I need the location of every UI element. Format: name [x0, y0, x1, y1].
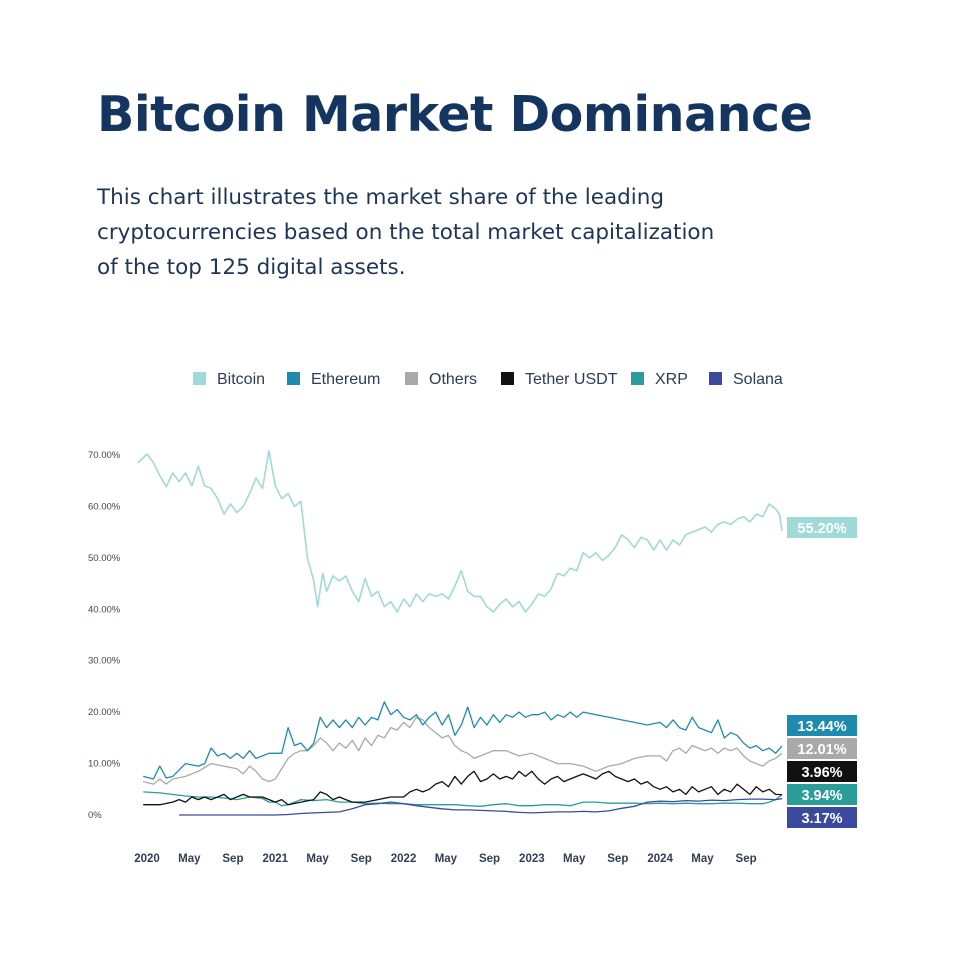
- y-tick-label: 30.00%: [88, 656, 121, 667]
- end-label-box-bitcoin: [787, 517, 857, 538]
- page-title: Bitcoin Market Dominance: [97, 86, 813, 143]
- x-tick-label: May: [435, 853, 458, 865]
- end-label-bitcoin: 55.20%: [797, 521, 846, 537]
- legend-swatch-ethereum: [287, 372, 300, 385]
- x-tick-label: 2020: [134, 853, 160, 865]
- legend-label-solana: Solana: [733, 371, 783, 388]
- series-line-others: [143, 716, 783, 785]
- series-layer: [137, 450, 783, 816]
- y-tick-label: 60.00%: [88, 501, 121, 512]
- description-line-1: This chart illustrates the market share …: [97, 185, 665, 210]
- x-tick-label: May: [178, 853, 201, 865]
- x-tick-label: Sep: [479, 853, 500, 865]
- y-tick-label: 70.00%: [88, 450, 121, 461]
- x-tick-label: 2024: [647, 853, 673, 865]
- legend-swatch-solana: [709, 372, 722, 385]
- chart-description: This chart illustrates the market share …: [97, 180, 797, 285]
- x-tick-label: 2022: [391, 853, 417, 865]
- market-dominance-chart: Bitcoin Ethereum Others Tether USDT XRP Solan…: [88, 371, 857, 865]
- x-tick-label: Sep: [736, 853, 757, 865]
- y-axis: 70.00% 60.00% 50.00% 40.00% 30.00% 20.00% 10.0…: [88, 450, 121, 821]
- end-label-box-ethereum: [787, 715, 857, 736]
- x-tick-label: May: [563, 853, 586, 865]
- x-tick-label: May: [306, 853, 329, 865]
- y-tick-label: 20.00%: [88, 707, 121, 718]
- legend-label-xrp: XRP: [655, 371, 688, 388]
- x-tick-label: Sep: [607, 853, 628, 865]
- end-label-box-others: [787, 738, 857, 759]
- chart-panel: Bitcoin Ethereum Others Tether USDT XRP Solan…: [88, 355, 878, 880]
- x-tick-label: Sep: [351, 853, 372, 865]
- x-tick-label: May: [691, 853, 714, 865]
- legend-swatch-tether-usdt: [501, 372, 514, 385]
- chart-legend: Bitcoin Ethereum Others Tether USDT XRP Solan…: [193, 371, 783, 388]
- y-tick-label: 40.00%: [88, 604, 121, 615]
- series-line-solana: [179, 798, 783, 816]
- x-tick-label: 2021: [262, 853, 288, 865]
- end-label-others: 12.01%: [797, 742, 846, 758]
- series-line-ethereum: [143, 701, 783, 780]
- end-labels: 55.20% 13.44% 12.01% 3.96% 3.94% 3.17%: [787, 517, 857, 828]
- description-line-3: of the top 125 digital assets.: [97, 255, 406, 280]
- x-tick-label: 2023: [519, 853, 545, 865]
- end-label-solana: 3.17%: [801, 811, 842, 827]
- description-line-2: cryptocurrencies based on the total mark…: [97, 220, 715, 245]
- legend-label-ethereum: Ethereum: [311, 371, 380, 388]
- y-tick-label: 10.00%: [88, 759, 121, 770]
- legend-label-others: Others: [429, 371, 477, 388]
- series-line-tether-usdt: [143, 770, 783, 806]
- end-label-box-tether-usdt: [787, 761, 857, 782]
- end-label-tether-usdt: 3.96%: [801, 765, 842, 781]
- x-axis: 2020 May Sep 2021 May Sep 2022 May Sep 2023 May Sep…: [134, 853, 756, 865]
- legend-swatch-xrp: [631, 372, 644, 385]
- end-label-xrp: 3.94%: [801, 788, 842, 804]
- legend-label-bitcoin: Bitcoin: [217, 371, 265, 388]
- x-tick-label: Sep: [222, 853, 243, 865]
- legend-swatch-bitcoin: [193, 372, 206, 385]
- legend-label-tether-usdt: Tether USDT: [525, 371, 618, 388]
- legend-swatch-others: [405, 372, 418, 385]
- y-tick-label: 50.00%: [88, 553, 121, 564]
- series-line-bitcoin: [137, 450, 783, 613]
- y-tick-label: 0%: [88, 810, 102, 821]
- end-label-box-xrp: [787, 784, 857, 805]
- end-label-ethereum: 13.44%: [797, 719, 846, 735]
- series-line-xrp: [143, 791, 783, 807]
- end-label-box-solana: [787, 807, 857, 828]
